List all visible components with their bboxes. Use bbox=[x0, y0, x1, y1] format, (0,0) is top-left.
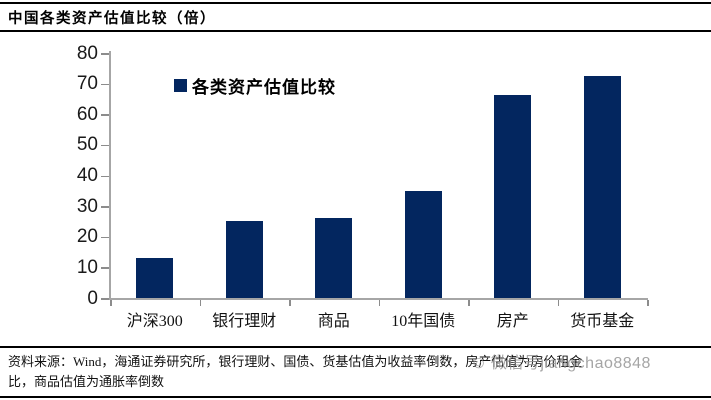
legend-marker-icon bbox=[174, 79, 187, 92]
y-axis-line bbox=[109, 51, 111, 300]
bar-货币基金 bbox=[583, 75, 621, 298]
bar-沪深300 bbox=[136, 257, 174, 298]
figure-footer: 资料来源：Wind，海通证券研究所，银行理财、国债、货基估值为收益率倒数，房产估… bbox=[0, 346, 711, 398]
y-tick-label: 30 bbox=[76, 195, 98, 217]
x-category-label: 10年国债 bbox=[391, 313, 456, 330]
y-tick-mark bbox=[101, 114, 109, 116]
figure-title: 中国各类资产估值比较（倍） bbox=[8, 10, 216, 27]
x-tick-mark bbox=[647, 300, 649, 306]
x-category-label: 沪深300 bbox=[126, 313, 183, 330]
y-tick-label: 10 bbox=[76, 256, 98, 278]
y-tick-mark bbox=[101, 267, 109, 269]
y-tick-label: 20 bbox=[76, 226, 98, 248]
source-note-line1: 资料来源：Wind，海通证券研究所，银行理财、国债、货基估值为收益率倒数，房产估… bbox=[8, 354, 583, 369]
y-tick-label: 0 bbox=[87, 287, 98, 309]
x-tick-mark bbox=[378, 300, 380, 306]
y-tick-mark bbox=[101, 236, 109, 239]
y-tick-mark bbox=[101, 83, 109, 86]
y-tick-mark bbox=[101, 298, 109, 300]
x-category-label: 货币基金 bbox=[570, 313, 635, 330]
bar-房产 bbox=[494, 94, 532, 298]
y-tick-label: 80 bbox=[76, 42, 98, 64]
bar-chart: 0 10 20 30 40 50 60 70 80 沪深300 银行理财 商品 10年国债 房产 货币基金… bbox=[0, 34, 711, 346]
y-tick-mark bbox=[101, 175, 109, 177]
x-category-label: 商品 bbox=[317, 313, 350, 330]
y-tick-label: 70 bbox=[76, 73, 98, 95]
figure-header: 中国各类资产估值比较（倍） bbox=[0, 2, 711, 32]
y-tick-label: 50 bbox=[76, 134, 98, 156]
watermark-text: 微信号jiangchao8848 bbox=[490, 355, 651, 372]
x-tick-mark bbox=[557, 300, 559, 306]
x-tick-mark bbox=[468, 300, 470, 306]
y-tick-label: 40 bbox=[76, 165, 98, 186]
x-tick-mark bbox=[110, 300, 112, 306]
y-tick-label: 60 bbox=[76, 103, 98, 125]
x-tick-mark bbox=[289, 300, 291, 306]
watermark: ☺ 微信号jiangchao8848 bbox=[470, 353, 651, 374]
y-tick-mark bbox=[101, 144, 109, 147]
x-tick-mark bbox=[199, 300, 201, 306]
chart-legend: 各类资产估值比较 bbox=[174, 73, 336, 98]
bar-商品 bbox=[315, 217, 353, 298]
bar-10年国债 bbox=[404, 190, 442, 298]
x-axis-line bbox=[109, 298, 648, 300]
legend-label: 各类资产估值比较 bbox=[192, 78, 336, 97]
y-tick-mark bbox=[101, 206, 109, 208]
source-note-line2: 比，商品估值为通胀率倒数 bbox=[8, 374, 165, 389]
bar-银行理财 bbox=[225, 220, 263, 298]
smiley-icon: ☺ bbox=[470, 353, 488, 372]
y-tick-mark bbox=[101, 53, 109, 55]
x-category-label: 银行理财 bbox=[212, 313, 277, 330]
x-category-label: 房产 bbox=[496, 313, 529, 330]
